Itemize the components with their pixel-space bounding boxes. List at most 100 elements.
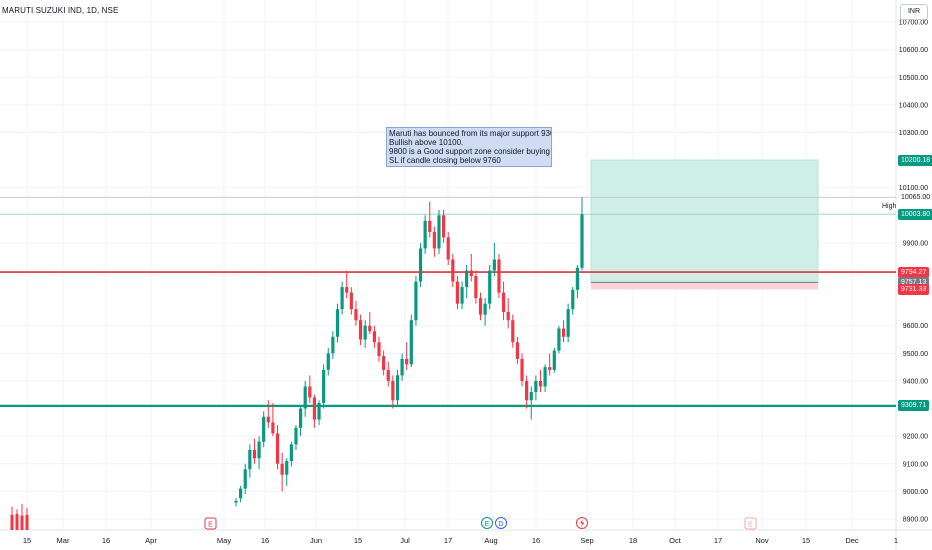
time-axis-label: Jul (400, 536, 410, 545)
price-tag: 10065.00 (898, 191, 932, 203)
candle (377, 336, 381, 362)
note-line: SL if candle closing below 9760 (389, 156, 501, 165)
earnings-marker-icon[interactable]: E (204, 517, 217, 530)
candle (474, 270, 478, 304)
candle (363, 320, 367, 348)
candle (557, 325, 561, 354)
price-axis-label: 9200.00 (903, 434, 928, 441)
candle (252, 438, 257, 464)
candle (275, 425, 280, 470)
time-axis-label: 15 (354, 536, 362, 545)
time-axis-label: Mar (57, 536, 70, 545)
candle (25, 507, 29, 530)
candle (391, 375, 395, 409)
chart-note[interactable]: Maruti has bounced from its major suppor… (386, 127, 552, 167)
price-axis-label: 9400.00 (903, 378, 928, 385)
candle (289, 441, 293, 467)
symbol-title[interactable]: MARUTI SUZUKI IND, 1D, NSE (2, 6, 119, 15)
candle (243, 463, 247, 495)
candle (358, 314, 363, 346)
candle (511, 314, 515, 348)
split-marker-icon[interactable] (576, 517, 588, 529)
candle (312, 394, 317, 428)
candle (257, 436, 261, 470)
candle (234, 498, 238, 507)
currency-selector[interactable]: INR (900, 4, 928, 20)
candle (552, 347, 556, 373)
candle (317, 400, 321, 426)
long-position-stop-zone[interactable] (591, 282, 818, 290)
time-axis-label: 16 (532, 536, 540, 545)
price-tag: 10200.18 (898, 154, 932, 166)
candle (303, 380, 307, 417)
candle (506, 298, 510, 329)
candle (418, 242, 423, 288)
price-axis-label: 8900.00 (903, 516, 928, 523)
time-axis-label: 15 (23, 536, 31, 545)
candle (437, 209, 441, 254)
time-axis-label: Jun (310, 536, 322, 545)
time-axis-label: 16 (102, 536, 110, 545)
candle (428, 201, 432, 238)
candle (543, 364, 547, 392)
candle (497, 253, 501, 299)
time-axis-label: 17 (444, 536, 452, 545)
candle (529, 386, 533, 420)
candle (442, 209, 446, 243)
high-label: High (881, 203, 898, 210)
candle (308, 375, 312, 404)
candle (280, 452, 284, 492)
candle (322, 364, 326, 409)
candle (10, 506, 14, 530)
candle (571, 287, 575, 315)
candle (488, 265, 492, 310)
price-tag: 9757.13 (898, 276, 930, 288)
price-axis-label: 10300.00 (899, 130, 928, 137)
candle (372, 325, 376, 348)
note-line: Maruti has bounced from its major suppor… (389, 129, 552, 138)
candle (400, 353, 404, 381)
candle (561, 320, 566, 343)
price-tag: 9794.27 (898, 266, 930, 278)
candle (423, 215, 427, 254)
dividend-marker-icon[interactable]: D (495, 517, 507, 529)
candle (15, 509, 19, 530)
earnings-marker-icon[interactable]: E (744, 517, 757, 530)
time-axis[interactable]: 15 Mar 16 Apr May 16 Jun 15 Jul 17 Aug 16 Sep 18 Oct 17… (23, 536, 898, 545)
candle (525, 375, 529, 409)
price-axis-label: 9900.00 (903, 240, 928, 247)
svg-text:E: E (208, 522, 213, 529)
candle (326, 347, 330, 376)
svg-text:E: E (748, 522, 753, 529)
candle (446, 231, 450, 265)
candle (386, 361, 390, 387)
price-axis-label: 9500.00 (903, 351, 928, 358)
time-axis-label: 18 (629, 536, 637, 545)
candle (455, 276, 460, 310)
price-tag: 9309.71 (898, 400, 930, 412)
long-position-target-zone[interactable] (590, 159, 819, 283)
price-axis-label: 10100.00 (899, 185, 928, 192)
candle (538, 369, 543, 392)
price-axis-label: 10600.00 (899, 47, 928, 54)
time-axis-label: Oct (669, 536, 682, 545)
time-axis-label: 15 (802, 536, 810, 545)
candle (465, 265, 469, 299)
price-axis-label: 9100.00 (903, 461, 928, 468)
earnings-marker-icon[interactable]: E (481, 517, 493, 529)
candle (368, 311, 372, 335)
note-line: 9800 is a Good support zone consider buy… (389, 147, 551, 156)
price-axis-label: 9600.00 (903, 323, 928, 330)
time-axis-label: Apr (145, 536, 157, 545)
candle (451, 253, 455, 288)
svg-text:D: D (498, 521, 503, 528)
time-axis-label: Nov (755, 536, 769, 545)
candle (285, 458, 289, 486)
candle (575, 265, 579, 299)
candle (382, 350, 386, 376)
candle (239, 485, 243, 503)
note-line: Bullish above 10100. (389, 138, 464, 147)
candle (345, 270, 349, 299)
price-axis[interactable]: 10700.00 10600.00 10500.00 10400.00 10300.00… (899, 20, 928, 524)
